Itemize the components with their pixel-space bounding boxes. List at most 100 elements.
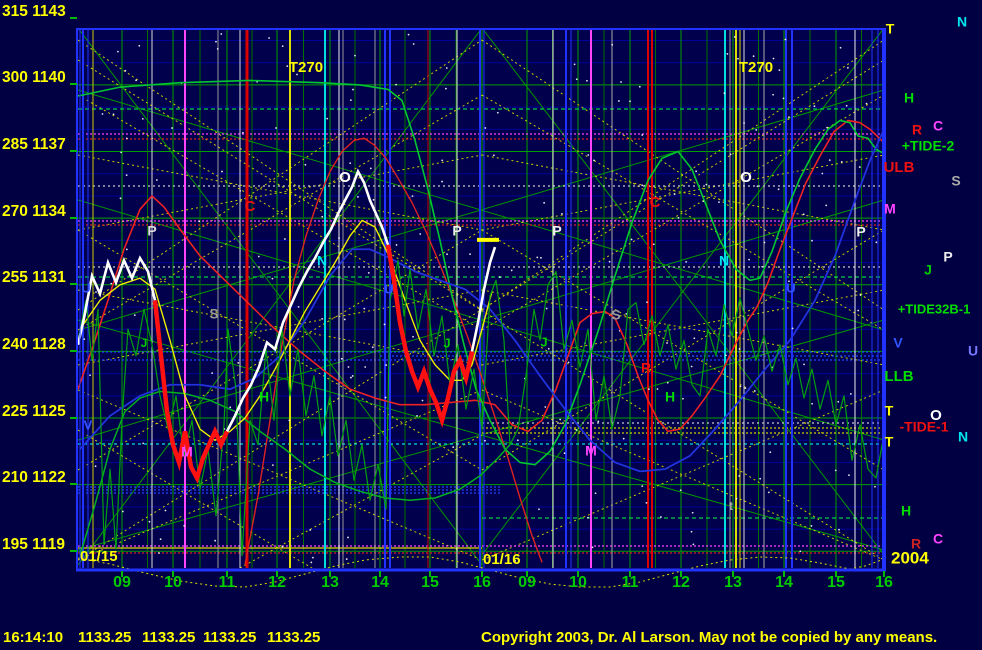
star-dot: [215, 40, 217, 43]
star-dot: [858, 166, 861, 168]
chart-letter-P: P: [452, 223, 461, 239]
star-dot: [544, 406, 547, 408]
star-dot: [271, 277, 274, 280]
margin-label-V: V: [893, 335, 903, 351]
star-dot: [121, 510, 124, 513]
star-dot: [321, 317, 324, 320]
star-dot: [538, 508, 540, 511]
star-dot: [363, 307, 366, 310]
margin-label-H: H: [904, 90, 914, 106]
star-dot: [849, 393, 852, 395]
chart-letter-T270: T270: [289, 59, 323, 76]
star-dot: [755, 129, 758, 131]
star-dot: [384, 396, 387, 399]
y-axis-label: 300 1140: [2, 69, 66, 86]
star-dot: [484, 127, 487, 129]
star-dot: [135, 79, 137, 82]
star-dot: [148, 520, 151, 523]
x-axis-hour-label: 15: [827, 574, 845, 591]
star-dot: [220, 33, 223, 35]
star-dot: [281, 45, 284, 47]
star-dot: [340, 357, 343, 360]
star-dot: [586, 79, 588, 82]
star-dot: [777, 188, 780, 191]
chart-letter-T270: T270: [739, 59, 773, 76]
chart-letter-U: U: [384, 281, 393, 296]
star-dot: [536, 256, 539, 259]
date-label: 01/16: [483, 551, 521, 568]
star-dot: [469, 253, 471, 256]
chart-letter-t: t: [729, 499, 733, 513]
star-dot: [309, 529, 312, 531]
star-dot: [874, 485, 876, 488]
star-dot: [369, 167, 372, 170]
star-dot: [288, 419, 291, 422]
star-dot: [412, 43, 415, 45]
y-axis-label: 240 1128: [2, 336, 66, 353]
margin-label-T: T: [886, 21, 895, 37]
star-dot: [763, 241, 766, 244]
star-dot: [159, 538, 162, 541]
chart-letters: T270 T270 O O C C P P P P N N S S U U U J J J H H M M V Rt: [81, 59, 865, 513]
margin-label-+TIDE-2: +TIDE-2: [902, 138, 955, 154]
series-+TIDE-2: [78, 79, 884, 466]
margin-label-P: P: [943, 249, 952, 265]
y-axis-label: 195 1119: [2, 536, 65, 553]
star-dot: [364, 366, 367, 368]
star-dot: [848, 474, 850, 477]
x-axis-hour-label: 12: [672, 574, 690, 591]
star-dot: [682, 397, 684, 400]
star-dot: [875, 241, 878, 244]
star-dot: [726, 53, 729, 55]
star-dot: [83, 338, 86, 341]
chart-letter-J: J: [540, 334, 547, 349]
star-dot: [498, 276, 501, 278]
star-dot: [738, 348, 741, 350]
yellow-diagonal: [481, 289, 884, 366]
yellow-diagonal: [78, 154, 483, 231]
star-dot: [547, 347, 550, 350]
quote-value: 1133.25: [203, 629, 257, 646]
chart-letter-J: J: [443, 335, 450, 350]
star-dot: [383, 323, 386, 326]
yellow-diagonal: [78, 429, 313, 568]
series-yellow-ma: [79, 219, 493, 441]
chart-letter-C: C: [245, 198, 256, 215]
star-dot: [821, 172, 824, 175]
star-dot: [733, 36, 736, 38]
star-dot: [825, 204, 828, 207]
star-dot: [803, 363, 805, 366]
star-dot: [778, 69, 781, 72]
star-dot: [629, 100, 631, 103]
yellow-diagonal: [481, 154, 884, 231]
yellow-diagonal: [481, 289, 884, 366]
star-dot: [575, 78, 578, 81]
star-dot: [834, 469, 837, 472]
star-dot: [347, 366, 350, 368]
star-dot: [445, 67, 448, 69]
star-dot: [630, 238, 633, 241]
x-axis-hour-label: 16: [875, 574, 893, 591]
star-dot: [229, 406, 232, 409]
x-axis-hour-label: 10: [569, 574, 587, 591]
star-dot: [452, 446, 455, 449]
star-dot: [352, 88, 354, 91]
star-dot: [416, 415, 418, 417]
star-dot: [94, 465, 97, 468]
star-dot: [367, 272, 370, 274]
star-dot: [275, 127, 277, 129]
star-dot: [138, 44, 141, 47]
star-dot: [559, 418, 562, 421]
planet-verticals: [82, 28, 879, 568]
price-segment: [152, 300, 230, 484]
star-dot: [690, 530, 693, 533]
star-dot: [587, 154, 590, 156]
quote-value: 1133.25: [142, 629, 196, 646]
x-axis-hour-label: 09: [518, 574, 536, 591]
series--TIDE-1: [78, 119, 884, 433]
star-dot: [723, 92, 726, 95]
star-dot: [441, 180, 443, 183]
star-dot: [257, 255, 260, 258]
